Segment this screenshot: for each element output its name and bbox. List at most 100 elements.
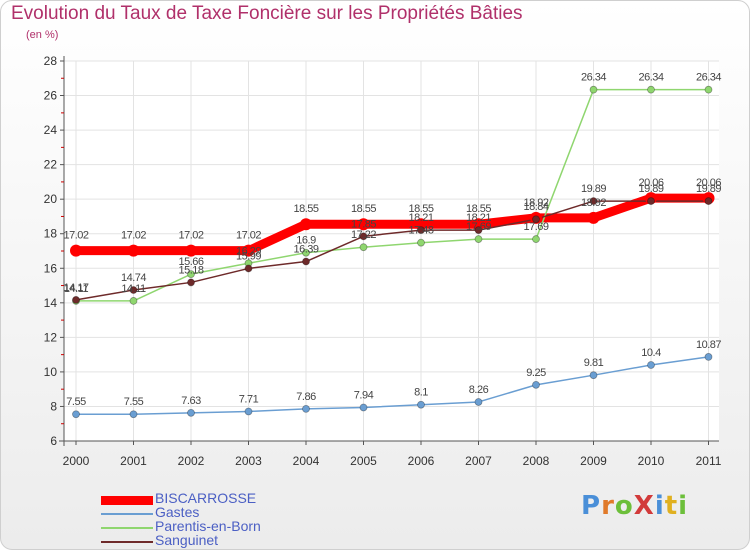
data-point <box>647 85 655 94</box>
data-point <box>302 248 310 257</box>
data-label: 18.55 <box>293 203 318 215</box>
x-tick-label: 2011 <box>696 454 722 468</box>
data-label: 7.63 <box>181 395 201 407</box>
data-point <box>187 270 195 279</box>
data-point <box>359 403 368 412</box>
y-tick-label: 20 <box>44 192 58 206</box>
logo-letter: i <box>654 491 665 521</box>
data-label: 7.55 <box>124 396 144 408</box>
data-point <box>415 218 427 231</box>
data-point <box>129 286 138 294</box>
data-point <box>589 85 598 94</box>
x-tick-label: 2010 <box>638 454 665 468</box>
legend-label: Sanguinet <box>155 532 219 548</box>
x-tick-label: 2002 <box>178 454 205 468</box>
data-label: 17.02 <box>121 230 146 242</box>
data-point <box>647 361 655 369</box>
data-label: 18.92 <box>523 197 548 209</box>
data-label: 14.74 <box>121 272 146 284</box>
data-label: 17.02 <box>63 230 88 242</box>
data-point <box>72 410 80 419</box>
y-tick-label: 8 <box>50 399 57 413</box>
x-tick-label: 2001 <box>120 454 147 468</box>
y-tick-label: 12 <box>44 330 58 344</box>
legend-label: Parentis-en-Born <box>155 518 261 534</box>
x-tick-label: 2000 <box>63 454 90 468</box>
data-point <box>532 380 540 389</box>
logo-letter: t <box>664 491 679 521</box>
data-label: 18.84 <box>523 201 548 213</box>
data-label: 19.89 <box>696 183 721 195</box>
data-label: 18.55 <box>351 203 376 215</box>
data-label: 7.94 <box>354 389 374 401</box>
logo-letter: P <box>581 491 602 521</box>
x-tick-label: 2009 <box>580 454 607 468</box>
data-point <box>127 244 140 257</box>
data-point <box>359 232 368 241</box>
proxiti-logo: ProXiti <box>581 491 688 521</box>
data-label: 18.92 <box>581 197 606 209</box>
data-label: 14.11 <box>64 283 89 295</box>
data-label: 26.34 <box>696 72 721 84</box>
data-point <box>472 218 485 231</box>
data-label: 10.4 <box>641 347 661 359</box>
data-point <box>704 85 713 94</box>
data-point <box>474 235 483 243</box>
data-label: 19.89 <box>581 183 606 195</box>
data-point <box>532 215 540 224</box>
data-label: 7.71 <box>239 393 259 405</box>
x-tick-label: 2007 <box>465 454 492 468</box>
y-tick-label: 6 <box>50 434 57 448</box>
logo-letter: o <box>614 491 634 521</box>
data-label: 17.02 <box>178 230 203 242</box>
data-label: 19.89 <box>638 183 663 195</box>
data-point <box>417 238 425 247</box>
logo-letter: X <box>633 491 655 521</box>
logo-letter: i <box>678 491 689 521</box>
data-point <box>187 408 195 417</box>
logo-letter: r <box>601 491 615 521</box>
data-point <box>302 404 310 413</box>
data-label: 10.87 <box>696 339 721 351</box>
data-point <box>357 218 370 231</box>
legend-swatch <box>101 495 153 505</box>
series-line-biscarrosse <box>76 193 709 256</box>
data-label: 15.66 <box>178 256 203 268</box>
series-line-gastes <box>76 356 709 415</box>
data-label: 17.02 <box>236 230 261 242</box>
data-point <box>187 278 195 287</box>
data-point <box>417 226 425 235</box>
chart-unit-label: (en %) <box>26 29 59 41</box>
y-tick-label: 10 <box>44 365 58 379</box>
data-point <box>474 398 483 406</box>
y-tick-label: 14 <box>44 296 58 310</box>
data-point <box>532 235 540 243</box>
legend-swatch <box>101 513 153 515</box>
data-point <box>242 244 255 257</box>
y-tick-label: 18 <box>44 227 58 241</box>
data-label: 16.39 <box>293 244 318 256</box>
data-label: 18.55 <box>408 203 433 215</box>
data-label: 16.9 <box>296 235 316 247</box>
data-point <box>474 226 483 235</box>
data-label: 16.29 <box>236 245 261 257</box>
data-label: 18.21 <box>466 212 491 224</box>
data-label: 9.25 <box>526 367 546 379</box>
legend-swatch <box>101 527 153 529</box>
x-tick-label: 2004 <box>293 454 320 468</box>
x-tick-label: 2003 <box>235 454 262 468</box>
data-point <box>244 407 253 416</box>
x-tick-label: 2008 <box>523 454 550 468</box>
y-tick-label: 16 <box>44 261 58 275</box>
data-label: 26.34 <box>581 72 606 84</box>
data-label: 18.21 <box>408 212 433 224</box>
data-point <box>129 410 138 419</box>
data-point <box>704 352 713 361</box>
data-label: 17.69 <box>466 221 491 233</box>
data-point <box>300 218 312 231</box>
data-label: 8.26 <box>469 384 489 396</box>
data-label: 14.11 <box>121 283 146 295</box>
data-label: 7.55 <box>66 396 86 408</box>
